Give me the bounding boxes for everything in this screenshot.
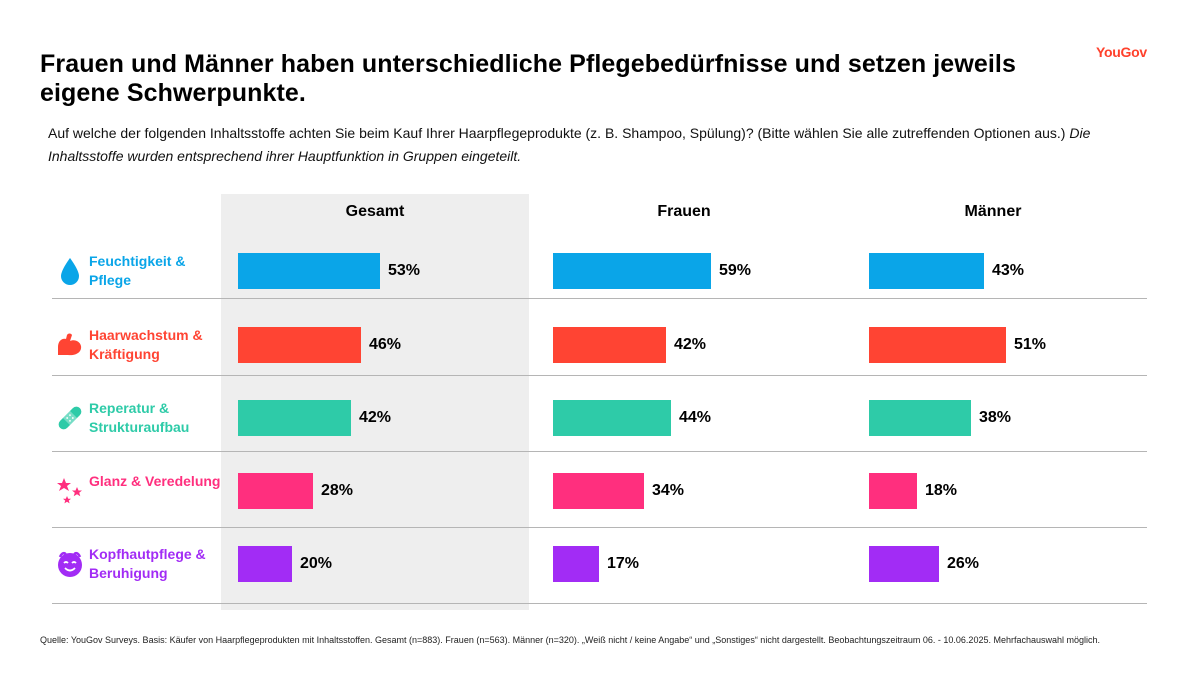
value-label: 18% <box>925 482 958 499</box>
bar-männer-3 <box>869 400 971 436</box>
value-label: 42% <box>359 409 392 426</box>
value-label: 28% <box>321 482 354 499</box>
value-label: 17% <box>607 555 640 572</box>
bar-gesamt-1 <box>238 253 380 289</box>
column-header-männer: Männer <box>964 203 1022 220</box>
survey-question: Auf welche der folgenden Inhaltsstoffe a… <box>48 122 1148 168</box>
bar-frauen-2 <box>553 327 666 363</box>
column-header-gesamt: Gesamt <box>345 203 405 220</box>
bandage-icon <box>54 402 86 434</box>
chart-title: Frauen und Männer haben unterschiedliche… <box>40 50 1016 107</box>
sparkles-icon <box>54 475 86 507</box>
row-divider <box>52 451 1147 452</box>
value-label: 53% <box>388 262 421 279</box>
column-header-frauen: Frauen <box>657 203 711 220</box>
bar-gesamt-3 <box>238 400 351 436</box>
value-label: 51% <box>1014 336 1047 353</box>
value-label: 46% <box>369 336 402 353</box>
value-label: 26% <box>947 555 980 572</box>
bar-frauen-4 <box>553 473 644 509</box>
bar-männer-2 <box>869 327 1006 363</box>
bar-frauen-3 <box>553 400 671 436</box>
category-label: Feuchtigkeit & Pflege <box>89 253 186 288</box>
source-note: Quelle: YouGov Surveys. Basis: Käufer vo… <box>40 635 1101 645</box>
bar-frauen-1 <box>553 253 711 289</box>
bar-gesamt-4 <box>238 473 313 509</box>
row-divider <box>52 298 1147 299</box>
question-text: Auf welche der folgenden Inhaltsstoffe a… <box>48 125 1066 141</box>
row-divider <box>52 603 1147 604</box>
bar-männer-4 <box>869 473 917 509</box>
category-label: Haarwachstum & Kräftigung <box>89 327 203 362</box>
row-divider <box>52 375 1147 376</box>
value-label: 42% <box>674 336 707 353</box>
value-label: 20% <box>300 555 333 572</box>
category-label: Reperatur & Strukturaufbau <box>89 400 190 435</box>
water-drop-icon <box>54 255 86 287</box>
bar-gesamt-2 <box>238 327 361 363</box>
flexed-arm-icon <box>54 329 86 361</box>
value-label: 38% <box>979 409 1012 426</box>
bar-gesamt-5 <box>238 546 292 582</box>
value-label: 44% <box>679 409 712 426</box>
row-divider <box>52 527 1147 528</box>
question-note: Die Inhaltsstoffe wurden entsprechend ih… <box>48 125 1091 164</box>
value-label: 34% <box>652 482 685 499</box>
bar-frauen-5 <box>553 546 599 582</box>
category-label: Kopfhautpflege & Beruhigung <box>89 546 206 581</box>
yougov-logo: YouGov <box>1096 44 1147 60</box>
category-label: Glanz & Veredelung <box>89 473 221 489</box>
calm-face-icon <box>54 548 86 580</box>
bar-männer-5 <box>869 546 939 582</box>
value-label: 43% <box>992 262 1025 279</box>
value-label: 59% <box>719 262 752 279</box>
bar-männer-1 <box>869 253 984 289</box>
